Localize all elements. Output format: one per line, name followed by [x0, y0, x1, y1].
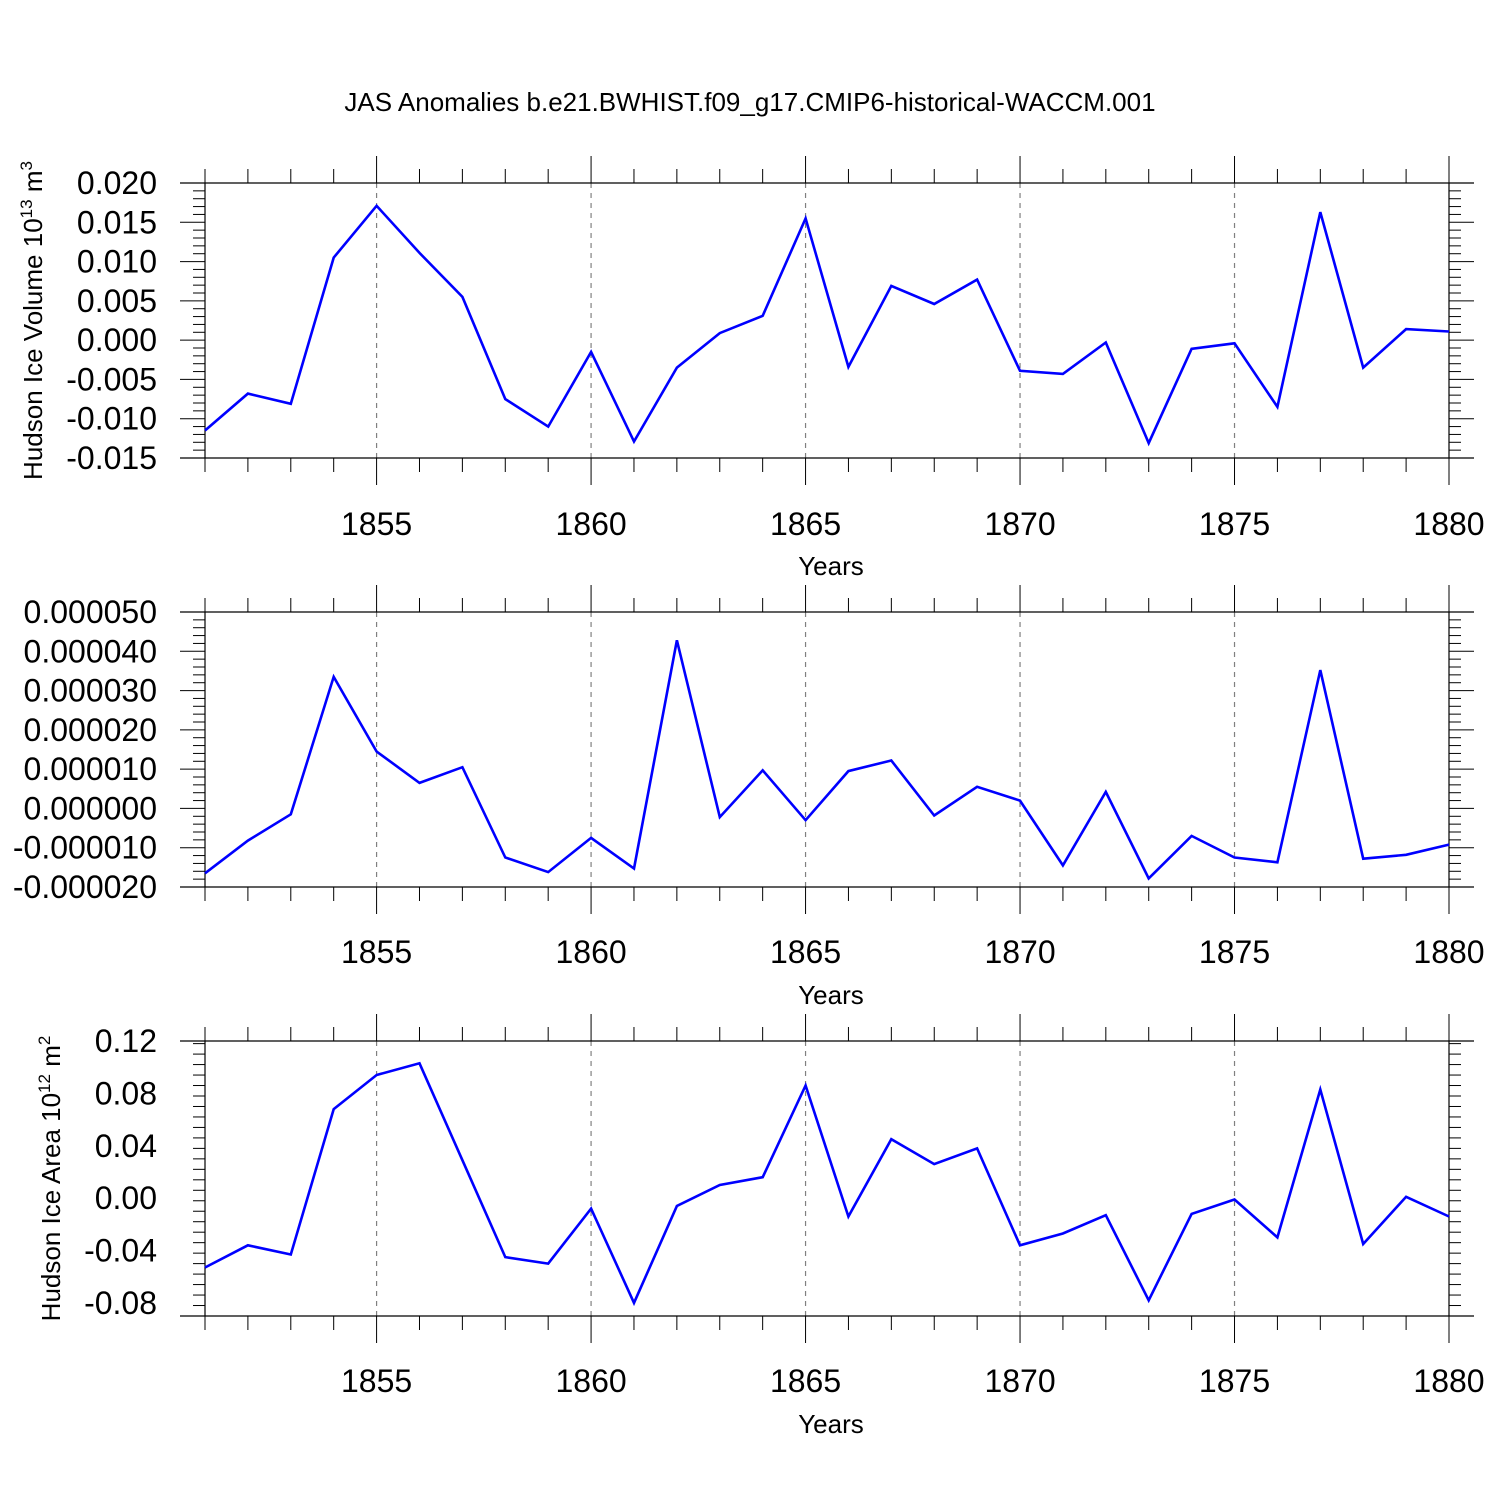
y-tick-label: -0.000020 [13, 869, 157, 905]
x-tick-label: 1860 [555, 1363, 626, 1399]
y-axis-label-exponent: 13 [17, 199, 36, 218]
y-tick-label: 0.12 [95, 1023, 157, 1059]
x-tick-label: 1880 [1413, 1363, 1484, 1399]
x-axis-label: Years [798, 551, 864, 581]
y-tick-label: 0.015 [77, 204, 157, 240]
panel-2: 1855 1860 1865 1870 1875 1880 Years -0.000020-0… [13, 585, 1485, 1010]
series-line [204, 203, 1450, 447]
y-tick-label: 0.000040 [24, 633, 157, 669]
x-axis-label: Years [798, 980, 864, 1010]
x-tick-label: 1880 [1413, 934, 1484, 970]
y-tick-label: -0.005 [66, 361, 157, 397]
x-axis-label: Years [798, 1409, 864, 1439]
x-tick-label: 1875 [1199, 1363, 1270, 1399]
x-tick-label: 1865 [770, 934, 841, 970]
y-tick-label: 0.000050 [24, 594, 157, 630]
y-tick-label: 0.000010 [24, 751, 157, 787]
y-tick-label: 0.020 [77, 165, 157, 201]
chart-title: JAS Anomalies b.e21.BWHIST.f09_g17.CMIP6… [344, 87, 1155, 117]
x-tick-label: 1880 [1413, 506, 1484, 542]
y-tick-label: 0.000000 [24, 790, 157, 826]
x-tick-label: 1860 [555, 506, 626, 542]
x-tick-label: 1865 [770, 506, 841, 542]
y-axis-label: Hudson Ice Area 1012 m2 [35, 1036, 66, 1322]
x-tick-label: 1875 [1199, 934, 1270, 970]
y-tick-label: 0.08 [95, 1075, 157, 1111]
y-tick-label: -0.08 [84, 1285, 157, 1321]
series-line [204, 639, 1450, 881]
x-tick-label: 1865 [770, 1363, 841, 1399]
y-axis-label-unit: m [36, 1045, 66, 1074]
y-tick-label: -0.000010 [13, 830, 157, 866]
y-tick-label: -0.015 [66, 440, 157, 476]
x-tick-label: 1855 [341, 506, 412, 542]
x-tick-label: 1855 [341, 1363, 412, 1399]
x-tick-label: 1870 [984, 506, 1055, 542]
y-axis-label-text: Hudson Ice Area 10 [36, 1093, 66, 1321]
y-tick-label: 0.000030 [24, 673, 157, 709]
y-axis-label-unit: m [18, 171, 48, 200]
y-axis-label: Hudson Ice Volume 1013 m3 [17, 161, 48, 480]
series-line [204, 1061, 1450, 1307]
y-axis-label-exponent: 12 [35, 1074, 54, 1093]
y-tick-label: 0.04 [95, 1128, 157, 1164]
x-tick-label: 1870 [984, 1363, 1055, 1399]
y-tick-label: -0.010 [66, 401, 157, 437]
y-tick-label: 0.000020 [24, 712, 157, 748]
y-tick-label: 0.00 [95, 1180, 157, 1216]
x-tick-label: 1855 [341, 934, 412, 970]
y-tick-label: -0.04 [84, 1233, 157, 1269]
x-tick-label: 1860 [555, 934, 626, 970]
y-tick-label: 0.005 [77, 283, 157, 319]
y-axis-label-unit-exponent: 2 [35, 1036, 54, 1045]
panels: 1855 1860 1865 1870 1875 1880 Years -0.015-0.01… [13, 156, 1485, 1439]
y-axis-label-text: Hudson Ice Volume 10 [18, 218, 48, 480]
x-tick-label: 1870 [984, 934, 1055, 970]
x-tick-label: 1875 [1199, 506, 1270, 542]
panel-3: 1855 1860 1865 1870 1875 1880 Years -0.08 -0.04 0… [35, 1014, 1485, 1439]
y-axis-label-unit-exponent: 3 [17, 161, 36, 170]
panel-1: 1855 1860 1865 1870 1875 1880 Years -0.015-0.01… [17, 156, 1485, 581]
y-tick-label: 0.010 [77, 244, 157, 280]
y-tick-label: 0.000 [77, 322, 157, 358]
